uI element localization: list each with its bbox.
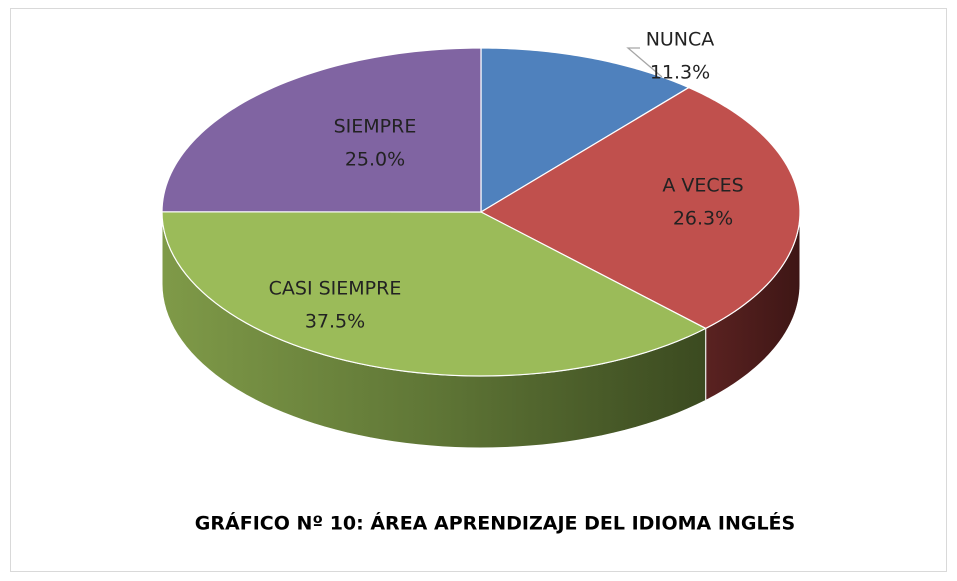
slice-value-label: 25.0% — [345, 149, 405, 171]
slice — [479, 86, 801, 330]
leader-line — [626, 47, 663, 78]
slice-value-label: 11.3% — [650, 62, 710, 84]
slice-label: SIEMPRE — [334, 116, 417, 138]
chart-title: GRÁFICO Nº 10: ÁREA APRENDIZAJE DEL IDIO… — [195, 512, 795, 535]
slice-label: NUNCA — [646, 29, 715, 51]
slice-label: A VECES — [662, 175, 743, 197]
slice — [161, 211, 708, 377]
slice — [161, 47, 482, 213]
slice-label: CASI SIEMPRE — [269, 278, 402, 300]
slice-value-label: 26.3% — [673, 208, 733, 230]
slice-value-label: 37.5% — [305, 311, 365, 333]
